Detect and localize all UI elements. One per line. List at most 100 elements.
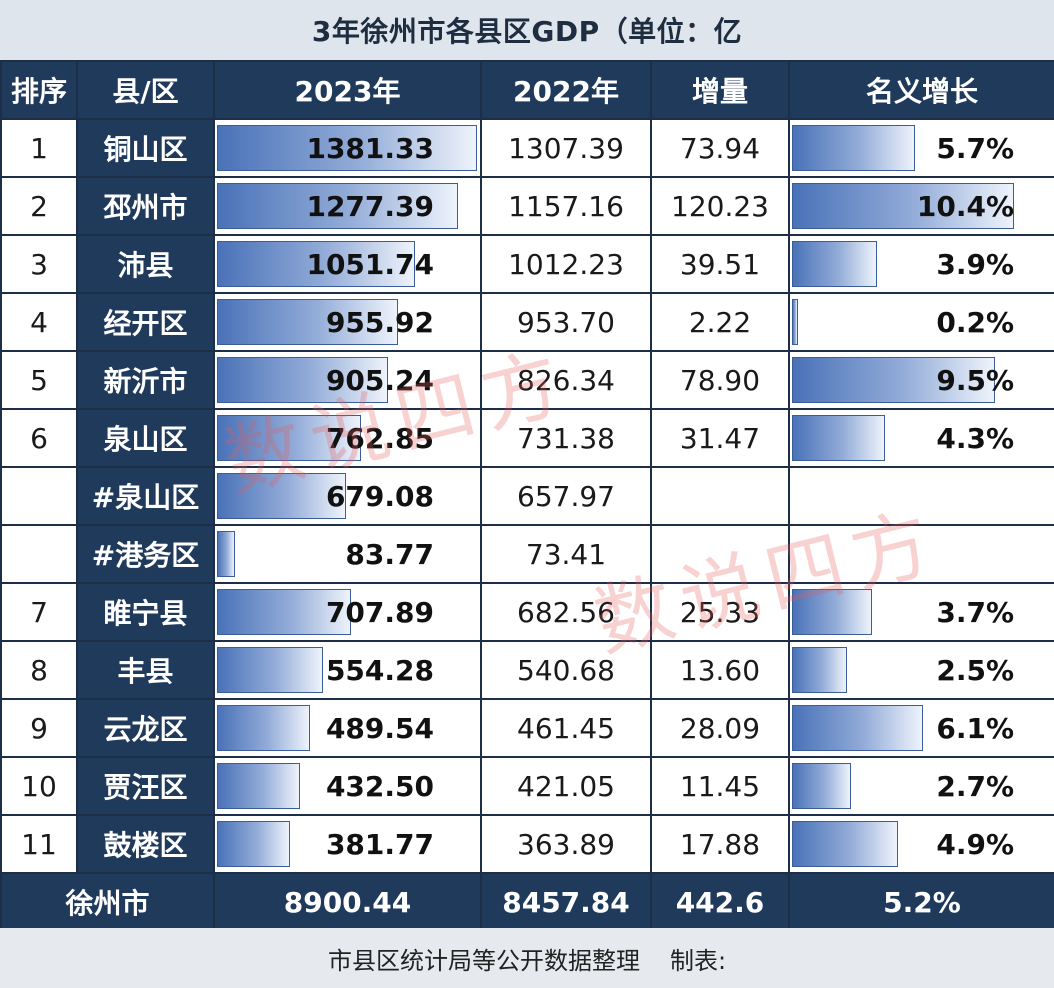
footer: 市县区统计局等公开数据整理 制表: xyxy=(0,928,1054,988)
growth-bar xyxy=(792,357,995,403)
table-row: 4 经开区 955.92 953.70 2.22 0.2% xyxy=(0,292,1054,352)
gdp-2023-bar xyxy=(217,473,346,519)
gdp-2023-value: 1381.33 xyxy=(306,131,434,165)
row-gdp-2023-cell: 1381.33 xyxy=(213,118,482,178)
growth-value: 10.4% xyxy=(916,189,1014,223)
table-row: 3 沛县 1051.74 1012.23 39.51 3.9% xyxy=(0,234,1054,294)
gdp-2023-bar xyxy=(217,357,389,403)
row-gdp-2023-cell: 432.50 xyxy=(213,756,482,816)
total-gdp-2023: 8900.44 xyxy=(213,872,482,932)
growth-value: 3.7% xyxy=(936,595,1014,629)
row-district-name: 经开区 xyxy=(76,292,215,352)
row-district-name: 睢宁县 xyxy=(76,582,215,642)
growth-value: 0.2% xyxy=(936,305,1014,339)
growth-bar xyxy=(792,763,852,809)
row-rank xyxy=(0,466,78,526)
growth-bar xyxy=(792,821,898,867)
row-gdp-2023-cell: 1051.74 xyxy=(213,234,482,294)
row-gdp-2022: 731.38 xyxy=(480,408,652,468)
row-gdp-2022: 826.34 xyxy=(480,350,652,410)
table-row: 11 鼓楼区 381.77 363.89 17.88 4.9% xyxy=(0,814,1054,874)
growth-value: 9.5% xyxy=(936,363,1014,397)
row-district-name: 贾汪区 xyxy=(76,756,215,816)
row-increase: 13.60 xyxy=(650,640,790,700)
row-increase xyxy=(650,466,790,526)
row-district-name: 丰县 xyxy=(76,640,215,700)
gdp-2023-value: 762.85 xyxy=(325,421,434,455)
row-increase: 28.09 xyxy=(650,698,790,758)
growth-value: 3.9% xyxy=(936,247,1014,281)
row-gdp-2023-cell: 83.77 xyxy=(213,524,482,584)
row-gdp-2022: 657.97 xyxy=(480,466,652,526)
table-row: #港务区 83.77 73.41 xyxy=(0,524,1054,584)
table-row: 2 邳州市 1277.39 1157.16 120.23 10.4% xyxy=(0,176,1054,236)
gdp-2023-bar xyxy=(217,183,458,229)
row-rank: 5 xyxy=(0,350,78,410)
header-district: 县/区 xyxy=(76,60,215,120)
gdp-2023-bar xyxy=(217,241,416,287)
growth-value: 2.7% xyxy=(936,769,1014,803)
row-gdp-2022: 461.45 xyxy=(480,698,652,758)
row-increase: 11.45 xyxy=(650,756,790,816)
header-increase: 增量 xyxy=(650,60,790,120)
row-increase: 120.23 xyxy=(650,176,790,236)
row-district-name: 邳州市 xyxy=(76,176,215,236)
row-gdp-2023-cell: 489.54 xyxy=(213,698,482,758)
row-rank: 2 xyxy=(0,176,78,236)
row-gdp-2022: 953.70 xyxy=(480,292,652,352)
gdp-2023-bar xyxy=(217,821,291,867)
total-growth: 5.2% xyxy=(788,872,1054,932)
growth-value: 2.5% xyxy=(936,653,1014,687)
row-rank: 3 xyxy=(0,234,78,294)
growth-bar xyxy=(792,125,915,171)
table-row: 7 睢宁县 707.89 682.56 25.33 3.7% xyxy=(0,582,1054,642)
gdp-2023-value: 83.77 xyxy=(345,537,434,571)
row-growth-cell: 0.2% xyxy=(788,292,1054,352)
gdp-2023-bar xyxy=(217,647,323,693)
row-gdp-2022: 363.89 xyxy=(480,814,652,874)
table-row: 10 贾汪区 432.50 421.05 11.45 2.7% xyxy=(0,756,1054,816)
gdp-2023-value: 489.54 xyxy=(325,711,434,745)
table-row: #泉山区 679.08 657.97 xyxy=(0,466,1054,526)
table-row: 6 泉山区 762.85 731.38 31.47 4.3% xyxy=(0,408,1054,468)
growth-bar xyxy=(792,415,885,461)
gdp-2023-value: 381.77 xyxy=(325,827,434,861)
row-increase: 2.22 xyxy=(650,292,790,352)
row-growth-cell xyxy=(788,466,1054,526)
growth-bar xyxy=(792,705,924,751)
gdp-2023-value: 432.50 xyxy=(325,769,434,803)
row-increase: 73.94 xyxy=(650,118,790,178)
row-growth-cell: 4.9% xyxy=(788,814,1054,874)
row-gdp-2022: 1307.39 xyxy=(480,118,652,178)
table-row: 1 铜山区 1381.33 1307.39 73.94 5.7% xyxy=(0,118,1054,178)
row-gdp-2023-cell: 381.77 xyxy=(213,814,482,874)
row-growth-cell: 4.3% xyxy=(788,408,1054,468)
row-increase: 39.51 xyxy=(650,234,790,294)
row-district-name: 新沂市 xyxy=(76,350,215,410)
footer-made-by: 制表: xyxy=(669,946,727,975)
gdp-2023-bar xyxy=(217,705,311,751)
row-rank xyxy=(0,524,78,584)
chart-title: 3年徐州市各县区GDP（单位：亿 xyxy=(0,0,1054,60)
gdp-2023-value: 707.89 xyxy=(325,595,434,629)
row-gdp-2023-cell: 905.24 xyxy=(213,350,482,410)
row-increase: 17.88 xyxy=(650,814,790,874)
total-row: 徐州市 8900.44 8457.84 442.6 5.2% xyxy=(0,872,1054,932)
row-gdp-2023-cell: 1277.39 xyxy=(213,176,482,236)
header-gdp-2023: 2023年 xyxy=(213,60,482,120)
row-district-name: 泉山区 xyxy=(76,408,215,468)
growth-bar xyxy=(792,589,873,635)
header-rank: 排序 xyxy=(0,60,78,120)
growth-bar xyxy=(792,241,877,287)
gdp-2023-bar xyxy=(217,415,362,461)
gdp-2023-bar xyxy=(217,589,352,635)
row-district-name: #港务区 xyxy=(76,524,215,584)
row-increase: 31.47 xyxy=(650,408,790,468)
row-gdp-2022: 1157.16 xyxy=(480,176,652,236)
row-rank: 10 xyxy=(0,756,78,816)
row-growth-cell: 3.9% xyxy=(788,234,1054,294)
row-rank: 7 xyxy=(0,582,78,642)
row-rank: 1 xyxy=(0,118,78,178)
gdp-2023-bar xyxy=(217,531,235,577)
